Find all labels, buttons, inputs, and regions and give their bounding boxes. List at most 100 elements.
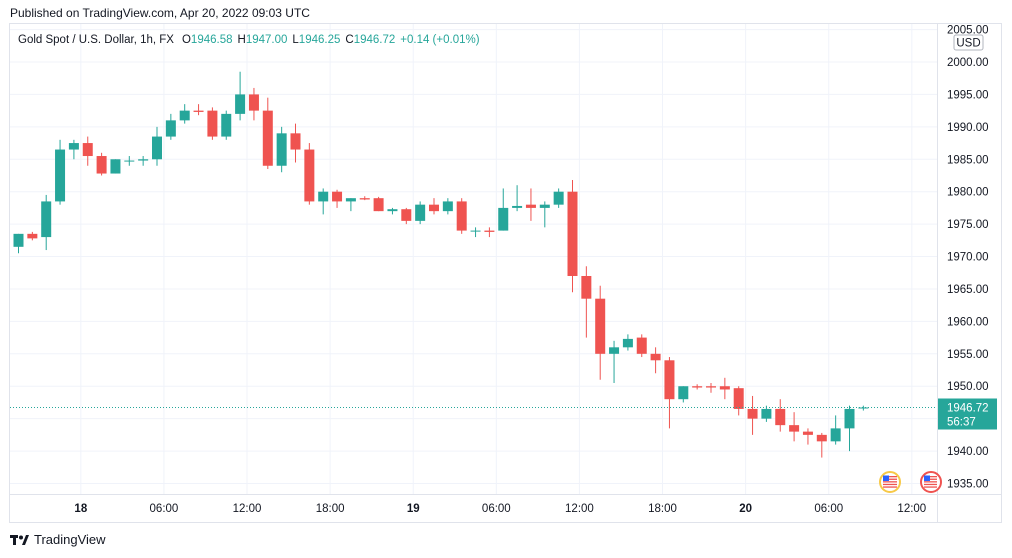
- candle[interactable]: [775, 399, 786, 432]
- footer-brand[interactable]: TradingView: [10, 532, 106, 547]
- candle-body: [262, 110, 273, 166]
- candle[interactable]: [55, 139, 66, 205]
- candle[interactable]: [609, 340, 620, 383]
- candle[interactable]: [858, 405, 869, 411]
- candle-body: [622, 338, 633, 348]
- candle-body: [304, 149, 315, 202]
- candle-body: [27, 233, 38, 239]
- candle[interactable]: [442, 198, 453, 215]
- candle[interactable]: [138, 156, 149, 166]
- candle[interactable]: [512, 185, 523, 212]
- candle-body: [442, 201, 453, 212]
- candle[interactable]: [484, 227, 495, 238]
- candle[interactable]: [581, 266, 592, 338]
- candle[interactable]: [248, 87, 259, 121]
- candle[interactable]: [235, 71, 246, 121]
- candle[interactable]: [844, 405, 855, 452]
- candle[interactable]: [179, 104, 190, 124]
- candle[interactable]: [567, 180, 578, 293]
- candle[interactable]: [318, 188, 329, 215]
- y-tick-label: 1975.00: [947, 219, 989, 231]
- candle[interactable]: [719, 377, 730, 400]
- candle[interactable]: [345, 198, 356, 212]
- candle[interactable]: [68, 139, 79, 160]
- candle[interactable]: [332, 189, 343, 208]
- candle[interactable]: [304, 143, 315, 205]
- candle[interactable]: [525, 188, 536, 221]
- candle-body: [761, 408, 772, 419]
- overlay-layer: USD 1946.72 56:37: [10, 34, 997, 493]
- currency-box[interactable]: USD: [953, 34, 984, 51]
- candle[interactable]: [456, 198, 467, 234]
- candle[interactable]: [415, 201, 426, 225]
- x-tick-label: 06:00: [482, 503, 511, 515]
- candle[interactable]: [706, 382, 716, 393]
- candle[interactable]: [96, 152, 107, 176]
- candle[interactable]: [622, 334, 633, 351]
- candle[interactable]: [27, 231, 38, 241]
- candle-body: [664, 360, 675, 400]
- candle-body: [830, 428, 841, 442]
- time-axis: 18 06:00 12:00 18:00 19 06:00 12:00 18:00 20 06:0…: [74, 503, 926, 515]
- us-flag-event-icon[interactable]: [920, 471, 942, 493]
- candle[interactable]: [221, 110, 232, 140]
- candle[interactable]: [152, 126, 162, 166]
- chart-frame: [9, 23, 1002, 523]
- flag-stripe: [924, 486, 937, 488]
- candle[interactable]: [761, 405, 772, 422]
- candle[interactable]: [553, 188, 564, 208]
- us-flag-event-icon[interactable]: [879, 471, 901, 493]
- candle[interactable]: [498, 188, 509, 231]
- candle-body: [41, 201, 52, 238]
- candle-body: [401, 209, 412, 221]
- candle[interactable]: [290, 123, 301, 163]
- price-tag-bg: [938, 398, 997, 430]
- x-tick-label: 18:00: [316, 503, 345, 515]
- candle-body: [706, 386, 716, 388]
- candle-body: [290, 133, 301, 150]
- candle[interactable]: [193, 104, 204, 116]
- candle-body: [816, 434, 827, 442]
- candle[interactable]: [816, 432, 827, 458]
- candle-body: [553, 191, 564, 205]
- y-tick-label: 1995.00: [947, 89, 989, 101]
- candle[interactable]: [595, 285, 606, 380]
- candle[interactable]: [124, 156, 135, 166]
- candle[interactable]: [41, 194, 52, 251]
- candle[interactable]: [429, 198, 439, 215]
- high-value: 1947.00: [245, 34, 288, 46]
- candle[interactable]: [636, 334, 647, 358]
- candle[interactable]: [373, 196, 384, 212]
- candle[interactable]: [13, 233, 24, 254]
- candle[interactable]: [650, 347, 661, 374]
- candle[interactable]: [789, 412, 800, 442]
- candle[interactable]: [692, 384, 703, 390]
- candle-body: [124, 160, 135, 162]
- close-value: 1946.72: [353, 34, 396, 46]
- candle[interactable]: [747, 395, 758, 435]
- candle[interactable]: [733, 386, 744, 416]
- candle-body: [373, 198, 384, 212]
- candle[interactable]: [110, 159, 121, 174]
- candle[interactable]: [678, 386, 689, 403]
- candle-body: [484, 230, 495, 232]
- grid-lines: [10, 24, 1001, 522]
- candle[interactable]: [539, 201, 550, 228]
- candle-body: [332, 191, 343, 202]
- candle[interactable]: [359, 196, 370, 201]
- candle[interactable]: [802, 428, 813, 445]
- candle[interactable]: [165, 113, 176, 140]
- candle[interactable]: [470, 227, 481, 238]
- candle[interactable]: [830, 415, 841, 445]
- candle[interactable]: [207, 107, 218, 140]
- candle-body: [235, 94, 246, 114]
- candle[interactable]: [276, 126, 287, 173]
- flag-stripe: [883, 486, 897, 488]
- candle-body: [165, 120, 176, 137]
- candle[interactable]: [262, 97, 273, 169]
- candle[interactable]: [664, 357, 675, 429]
- candle[interactable]: [387, 207, 398, 215]
- candle[interactable]: [82, 136, 93, 166]
- candle[interactable]: [401, 207, 412, 225]
